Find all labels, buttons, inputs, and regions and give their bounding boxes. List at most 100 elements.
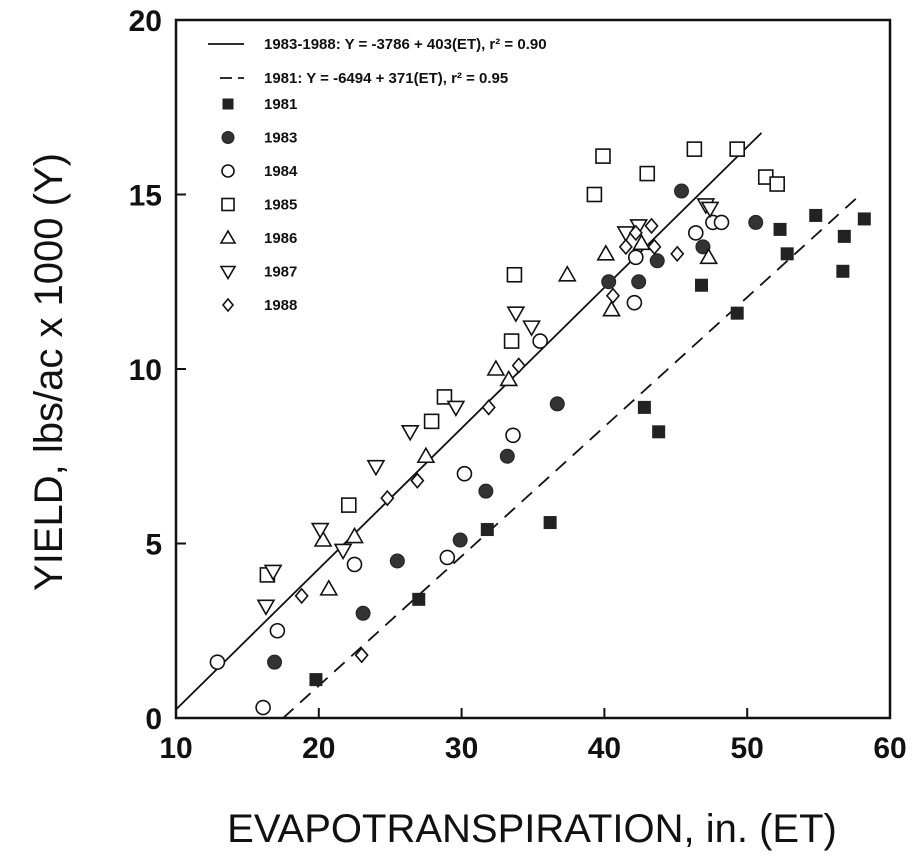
x-tick-label: 50 [731,732,764,765]
point-1985 [340,497,357,513]
point-1981 [695,278,709,292]
point-1986 [499,369,519,387]
legend-marker-1987 [219,265,237,281]
point-1984 [713,214,730,231]
regression-line-1981 [282,192,863,719]
point-1984 [626,294,643,311]
point-1986 [557,265,577,282]
point-1981 [809,208,823,222]
point-1984 [346,556,363,573]
point-1981 [637,400,651,414]
legend-marker-1988 [221,297,235,313]
point-1985 [586,186,603,203]
legend-marker-1984 [221,164,235,178]
y-axis-label: YIELD, lbs/ac x 1000 (Y) [27,153,71,591]
point-1985 [423,413,440,430]
x-tick-label: 60 [873,732,906,765]
point-1983 [499,448,515,464]
legend-label-1984: 1984 [264,163,298,180]
legend-marker-1985 [221,197,235,212]
point-1988 [605,287,621,304]
legend-marker-1981 [222,98,234,110]
legend-label-1987: 1987 [264,264,297,281]
y-tick-label: 0 [145,703,162,736]
point-1988 [647,238,662,256]
x-tick-label: 40 [588,732,621,765]
tick-labels: 10 20 30 40 50 60 0 5 10 15 20 [129,5,907,765]
series-1986 [313,233,719,596]
point-1984 [255,699,271,716]
point-1984 [456,465,473,482]
regression-line-1983-1988 [175,132,763,711]
point-1981 [543,516,557,530]
point-1981 [652,425,666,439]
series-1984 [209,214,730,716]
legend-marker-1983 [221,131,235,144]
x-tick-label: 20 [302,732,335,765]
point-1988 [410,472,425,489]
point-1987 [256,599,276,616]
point-1985 [686,141,703,157]
point-1988 [294,587,309,605]
point-1988 [670,245,685,263]
point-1985 [436,389,453,405]
point-1983 [389,553,405,569]
point-1987 [506,306,526,323]
point-1987 [400,425,420,442]
point-1987 [366,459,386,477]
point-1988 [354,646,369,664]
point-1984 [209,654,226,670]
point-1987 [446,400,466,418]
point-1985 [506,266,523,283]
legend-label-line-1: 1983-1988: Y = -3786 + 403(ET), r² = 0.9… [264,36,547,53]
legend: 1983-1988: Y = -3786 + 403(ET), r² = 0.9… [208,36,547,314]
point-1986 [313,530,333,547]
legend-label-1985: 1985 [264,197,297,214]
point-1986 [596,244,616,261]
point-1981 [857,212,871,226]
point-1986 [345,526,364,544]
point-1985 [769,176,785,192]
y-tick-label: 20 [129,5,162,38]
point-1983 [695,239,711,255]
series-1983 [267,183,764,670]
point-1988 [618,238,633,256]
series-1987 [256,198,720,616]
point-1986 [319,579,339,596]
series-1981 [309,208,871,687]
point-1987 [700,201,720,219]
legend-label-1988: 1988 [264,297,297,314]
point-1986 [416,446,436,464]
legend-label-line-2: 1981: Y = -6494 + 371(ET), r² = 0.95 [264,70,508,87]
regression-lines [175,132,863,719]
legend-label-1986: 1986 [264,230,297,247]
point-1981 [837,229,851,243]
point-1984 [628,249,644,266]
point-1983 [549,396,565,412]
point-1983 [267,654,283,670]
series-1985 [259,141,785,583]
legend-label-1981: 1981 [264,96,297,113]
series-1988 [294,217,685,664]
point-1981 [780,247,794,261]
point-1981 [773,222,787,236]
point-1987 [522,320,541,337]
point-1986 [632,233,651,251]
point-1983 [748,214,764,230]
y-tick-label: 10 [129,354,162,387]
plot-frame [174,18,892,720]
point-1984 [439,549,456,566]
point-1981 [309,673,323,687]
x-tick-label: 30 [445,732,478,765]
point-1983 [478,483,494,499]
legend-marker-1986 [219,229,237,244]
point-1988 [511,357,526,374]
point-1985 [639,165,656,182]
point-1987 [310,522,330,540]
legend-label-1983: 1983 [264,130,297,147]
point-1983 [674,183,690,199]
point-1984 [687,225,704,241]
point-1988 [380,489,395,507]
point-1984 [532,333,548,349]
